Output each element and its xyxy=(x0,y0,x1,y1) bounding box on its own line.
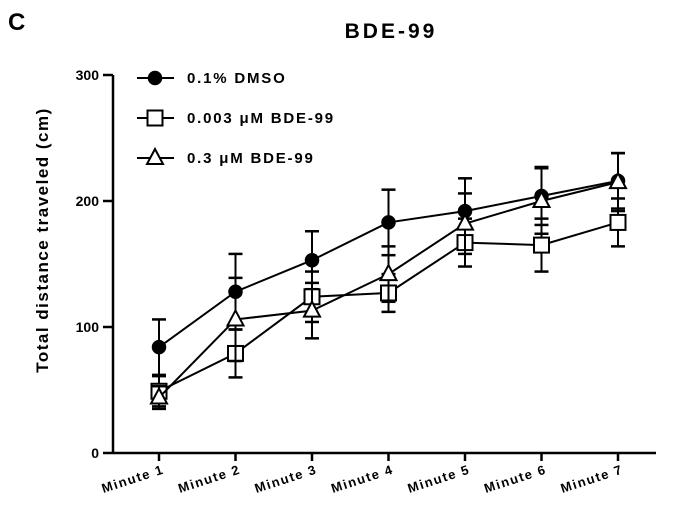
series-layer xyxy=(149,151,628,411)
data-point xyxy=(304,252,320,268)
legend-marker xyxy=(145,146,165,165)
x-tick-label: Minute 5 xyxy=(406,462,472,496)
x-tick-label: Minute 6 xyxy=(482,462,548,496)
data-point xyxy=(149,386,169,405)
x-tick-label: Minute 7 xyxy=(559,462,625,496)
panel-letter: C xyxy=(8,9,25,36)
y-axis-label: Total distance traveled (cm) xyxy=(33,107,52,373)
data-point xyxy=(151,339,167,355)
series-3 xyxy=(149,151,628,411)
data-point xyxy=(531,189,552,208)
y-tick-label: 0 xyxy=(91,445,99,461)
y-tick-label: 300 xyxy=(76,67,100,83)
chart-title: BDE-99 xyxy=(345,20,438,43)
x-tick-label: Minute 2 xyxy=(176,462,242,496)
x-tick-label: Minute 1 xyxy=(100,462,166,496)
legend: 0.1% DMSO 0.003 μM BDE-99 0.3 μM BDE-99 xyxy=(137,70,335,167)
legend-label: 0.1% DMSO xyxy=(187,70,287,87)
x-tick-label: Minute 3 xyxy=(253,462,319,496)
data-point xyxy=(302,299,322,318)
y-tick-label: 100 xyxy=(76,319,100,335)
legend-label: 0.003 μM BDE-99 xyxy=(187,110,335,127)
data-point xyxy=(381,215,396,230)
legend-label: 0.3 μM BDE-99 xyxy=(187,150,315,167)
data-point xyxy=(608,170,628,190)
legend-marker xyxy=(146,109,164,127)
data-point xyxy=(225,308,246,327)
y-tick-label: 200 xyxy=(76,193,100,209)
x-tick-label: Minute 4 xyxy=(329,462,395,496)
legend-marker xyxy=(147,70,163,86)
axes: 0 100 200 300 Minute 1 Minute 2 Minute 3 Minute… xyxy=(76,67,656,496)
data-point xyxy=(533,236,550,254)
data-point xyxy=(378,262,399,282)
data-point xyxy=(609,213,627,231)
data-point xyxy=(455,212,475,231)
